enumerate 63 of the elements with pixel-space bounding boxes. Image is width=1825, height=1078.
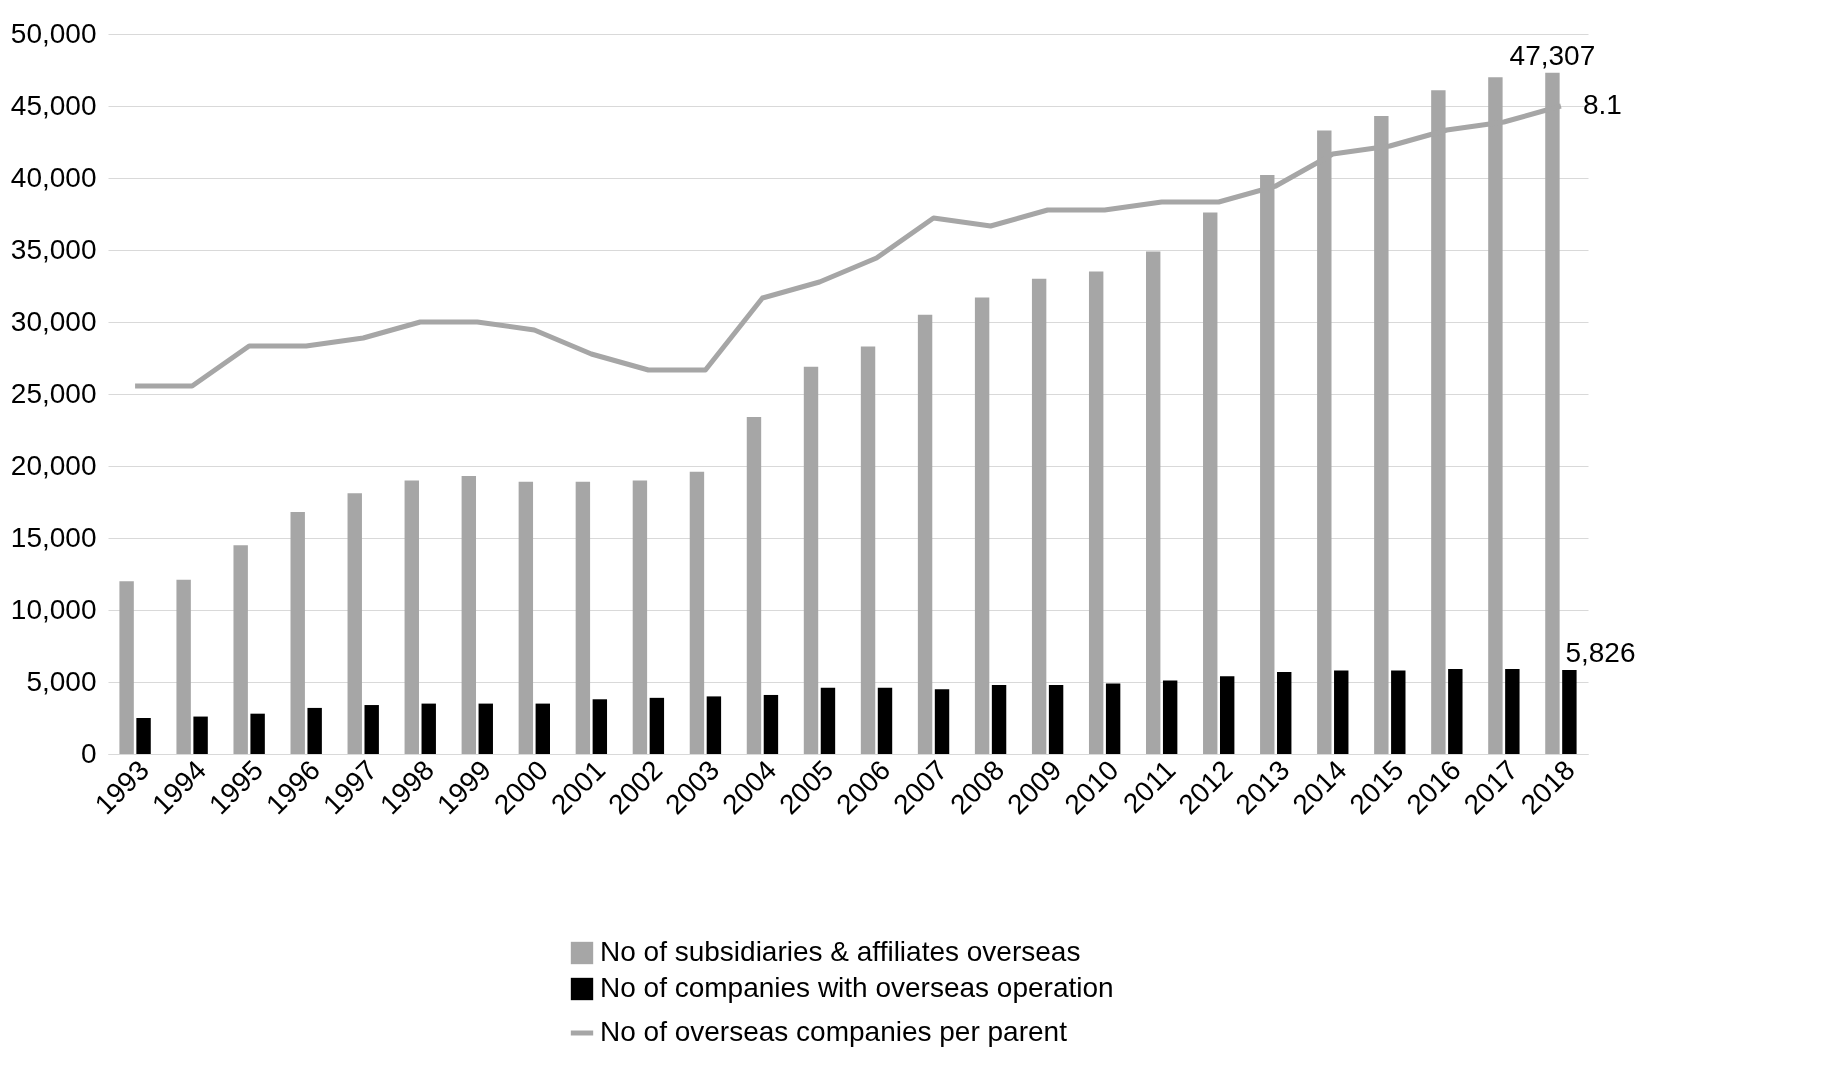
- bar: [820, 687, 836, 754]
- data-label: 47,307: [1509, 39, 1596, 71]
- bar: [1334, 670, 1349, 754]
- bar: [250, 713, 265, 754]
- bar: [1203, 212, 1218, 754]
- bar: [575, 481, 591, 754]
- y-tick-label: 0: [80, 737, 97, 769]
- bar: [1048, 684, 1064, 754]
- bar: [1088, 271, 1104, 754]
- bar: [233, 545, 248, 754]
- bar: [934, 689, 950, 754]
- bar: [1146, 251, 1161, 754]
- bar: [404, 480, 419, 754]
- legend-label: No of subsidiaries & affiliates overseas: [600, 936, 1081, 967]
- bar: [877, 687, 893, 754]
- bar: [136, 718, 151, 754]
- y-tick-label: 15,000: [10, 521, 97, 553]
- y-tick-label: 10,000: [10, 593, 97, 625]
- bar: [347, 493, 362, 754]
- legend-label: No of companies with overseas operation: [600, 972, 1114, 1003]
- bar: [917, 314, 933, 754]
- bar: [803, 366, 819, 754]
- legend-label: No of overseas companies per parent: [600, 1016, 1068, 1047]
- bar: [119, 581, 134, 754]
- bar: [364, 705, 379, 754]
- bar: [1448, 669, 1463, 754]
- bar: [518, 481, 534, 754]
- bar: [535, 703, 550, 754]
- y-tick-label: 30,000: [10, 305, 97, 337]
- bar: [1391, 670, 1406, 754]
- bar: [307, 707, 322, 754]
- bar: [1562, 670, 1577, 754]
- bar: [1031, 278, 1047, 754]
- bar: [974, 297, 990, 754]
- y-tick-label: 20,000: [10, 449, 97, 481]
- y-tick-label: 25,000: [10, 377, 97, 409]
- bar: [632, 480, 648, 754]
- bar: [1105, 683, 1121, 754]
- bar: [1162, 680, 1178, 754]
- y-tick-label: 45,000: [10, 89, 97, 121]
- bar: [689, 471, 705, 754]
- bar: [193, 716, 208, 754]
- y-tick-label: 5,000: [26, 665, 97, 697]
- bar: [421, 703, 436, 754]
- bar: [290, 512, 305, 754]
- bar: [478, 703, 493, 754]
- bar: [1505, 669, 1520, 754]
- bar: [706, 696, 722, 754]
- data-label: 5,826: [1565, 637, 1636, 669]
- bar: [991, 684, 1007, 754]
- bar: [763, 694, 779, 754]
- bar: [860, 346, 876, 754]
- bar: [592, 699, 608, 754]
- bar: [1277, 671, 1292, 754]
- bar: [461, 476, 477, 754]
- y-tick-label: 50,000: [10, 17, 97, 49]
- bar: [1219, 676, 1235, 754]
- data-label: 8.1: [1582, 89, 1622, 120]
- bar: [176, 579, 191, 754]
- y-tick-label: 35,000: [10, 233, 97, 265]
- y-tick-label: 40,000: [10, 161, 97, 193]
- bar: [746, 417, 762, 754]
- bar: [649, 697, 665, 754]
